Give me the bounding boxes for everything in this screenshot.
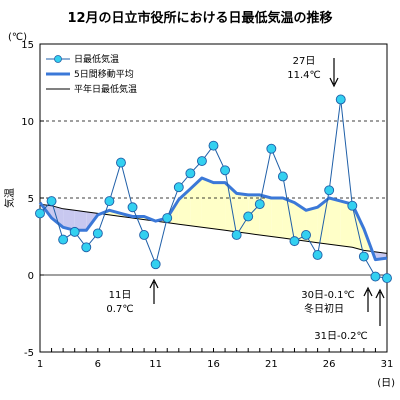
data-point-daily — [370, 271, 381, 282]
x-tick-label: 6 — [95, 359, 101, 370]
data-point-daily — [324, 185, 335, 196]
arrow-up-11 — [149, 278, 159, 304]
data-point-daily — [208, 140, 219, 151]
annotation-30-first-winter-day: 冬日初日 — [304, 302, 344, 315]
data-point-daily — [104, 196, 115, 207]
fill-above-normal — [201, 177, 214, 229]
x-unit-label: (日) — [377, 378, 395, 389]
x-tick-label: 26 — [323, 359, 336, 370]
fill-above-normal — [282, 198, 295, 240]
arrow-down-27 — [329, 58, 339, 88]
y-unit-label: (℃) — [8, 32, 27, 43]
data-point-daily — [185, 168, 196, 179]
y-tick-label: 10 — [21, 117, 34, 128]
legend-label-normal: 平年日最低気温 — [74, 83, 137, 95]
y-axis-label: 気温 — [3, 188, 16, 208]
data-point-daily — [150, 259, 161, 270]
data-point-daily — [289, 236, 300, 247]
data-point-daily — [231, 230, 242, 240]
fill-above-normal — [190, 177, 202, 228]
data-point-daily — [254, 199, 265, 210]
data-point-daily — [382, 273, 392, 284]
x-tick-label: 21 — [265, 359, 278, 370]
data-point-daily — [69, 226, 80, 237]
fill-above-normal — [340, 201, 353, 248]
annotation-30-day-value: 30日-0.1℃ — [301, 290, 354, 301]
y-tick-label: 0 — [28, 271, 34, 282]
legend-label-moving-average: 5日間移動平均 — [74, 68, 134, 80]
data-point-daily — [220, 165, 231, 176]
annotation-11-value: 0.7℃ — [106, 304, 133, 315]
data-point-daily — [116, 157, 126, 168]
fill-above-normal — [352, 204, 364, 251]
data-point-daily — [58, 234, 69, 245]
annotation-31-day-value: 31日-0.2℃ — [314, 331, 367, 342]
data-point-daily — [127, 202, 138, 213]
fill-above-normal — [213, 182, 226, 231]
y-tick-label: 15 — [21, 40, 34, 51]
fill-layer — [40, 177, 387, 260]
x-tick-label: 11 — [149, 359, 162, 370]
annotation-27-value: 11.4℃ — [287, 70, 321, 81]
series-layer — [35, 94, 392, 284]
fill-below-normal — [74, 210, 87, 231]
series-line-moving-average — [38, 176, 388, 262]
x-tick-label: 16 — [207, 359, 220, 370]
fill-above-normal — [271, 198, 283, 239]
y-tick-label: -5 — [24, 348, 34, 359]
x-axis-ticks: 1 6 11 16 21 26 31 — [37, 348, 394, 370]
arrow-up-30 — [363, 286, 373, 312]
data-point-daily — [335, 94, 346, 105]
arrow-up-31 — [375, 288, 385, 326]
data-point-daily — [35, 208, 45, 219]
annotation-27-day: 27日 — [293, 56, 316, 67]
data-point-daily — [277, 171, 288, 182]
data-point-daily — [358, 251, 369, 262]
data-point-daily — [173, 182, 184, 193]
data-point-daily — [139, 230, 150, 240]
data-point-daily — [347, 200, 358, 211]
data-point-daily — [162, 213, 173, 223]
fill-above-normal — [329, 198, 341, 246]
data-point-daily — [312, 250, 323, 260]
data-point-daily — [301, 230, 311, 240]
legend-marker-daily — [54, 55, 62, 63]
x-tick-label: 31 — [381, 359, 394, 370]
x-tick-label: 1 — [37, 359, 43, 370]
data-point-daily — [266, 143, 277, 154]
y-tick-label: 5 — [28, 194, 34, 205]
data-point-daily — [46, 196, 57, 207]
fill-below-normal — [63, 208, 75, 231]
data-point-daily — [196, 156, 207, 166]
chart-title: 12月の日立市役所における日最低気温の推移 — [67, 10, 332, 26]
data-point-daily — [81, 242, 92, 253]
annotations: 27日 11.4℃ 11日 0.7℃ 30日-0.1℃ 冬日初日 31日-0.2… — [106, 56, 385, 342]
legend: 日最低気温 5日間移動平均 平年日最低気温 — [44, 48, 164, 100]
fill-above-normal — [236, 193, 249, 234]
annotation-11-day: 11日 — [109, 290, 132, 301]
legend-label-daily: 日最低気温 — [74, 53, 119, 65]
y-axis-ticks: -5 0 5 10 15 — [21, 40, 44, 359]
data-point-daily — [92, 228, 103, 239]
data-point-daily — [243, 211, 254, 222]
